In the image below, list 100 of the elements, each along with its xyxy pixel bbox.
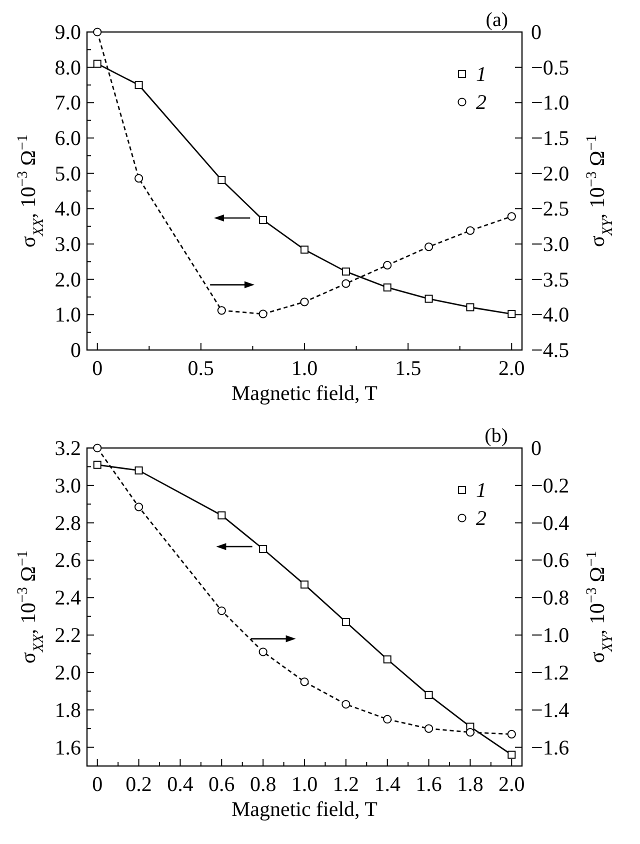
point (218, 176, 226, 184)
y2-tick-label: −0.6 (531, 548, 570, 572)
x-tick-label: 0.6 (208, 772, 235, 796)
y-tick-label: 3.0 (54, 232, 81, 256)
y2-tick-label: −3.5 (531, 267, 570, 292)
x-tick-label: 2.0 (498, 356, 525, 380)
point (383, 655, 392, 664)
point (93, 28, 102, 36)
y2-tick-label: −0.4 (531, 510, 570, 535)
point (218, 511, 226, 520)
y2-tick-label: −4.0 (531, 302, 570, 327)
point (507, 730, 516, 738)
y-tick-label: 2.4 (54, 586, 82, 610)
point (300, 246, 308, 254)
point (466, 226, 475, 235)
point (300, 580, 308, 589)
point (424, 724, 434, 733)
y-tick-label: 2.0 (54, 660, 81, 684)
y2-tick-label: −1.5 (531, 126, 570, 150)
y-tick-label: 9.0 (54, 20, 81, 44)
point (424, 690, 433, 699)
y-tick-label: 8.0 (54, 55, 81, 80)
x-tick-label: 1.2 (332, 772, 360, 796)
y2-tick-label: −1.6 (531, 735, 570, 760)
y2-tick-label: −1.4 (531, 698, 570, 722)
point (134, 466, 143, 474)
text: (a) (486, 9, 508, 31)
y-tick-label: 1.8 (54, 698, 81, 722)
point (217, 306, 226, 315)
y2-tick-label: −3.0 (531, 232, 570, 256)
text: (b) (484, 425, 508, 447)
y-tick-label: 6.0 (54, 126, 81, 150)
y-tick-label: 1.0 (54, 302, 81, 327)
x-tick-label: 0 (92, 772, 103, 796)
point (507, 212, 516, 221)
x-tick-label: 1.5 (394, 356, 422, 380)
y-tick-label: 3.2 (54, 436, 81, 460)
y2-tick-label: −0.2 (531, 473, 570, 498)
point (134, 174, 144, 183)
point (466, 728, 475, 737)
point (259, 216, 268, 224)
y-tick-label: 2.6 (54, 548, 81, 572)
point (466, 303, 474, 312)
point (300, 678, 309, 686)
y2-tick-label: −1.2 (531, 660, 570, 684)
y-tick-label: 7.0 (54, 90, 81, 115)
point (134, 502, 144, 512)
point (300, 298, 309, 306)
point (258, 310, 268, 318)
y-tick-label: 4.0 (54, 196, 81, 221)
y2-tick-label: −4.5 (531, 338, 570, 362)
point (342, 279, 350, 288)
point (93, 460, 102, 469)
legend-label: 2 (476, 506, 487, 530)
point (342, 700, 350, 709)
x-tick-label: 1.0 (291, 356, 318, 380)
point (424, 242, 434, 252)
y-tick-label: 5.0 (54, 161, 81, 186)
y2-tick-label: 0 (531, 20, 542, 44)
x-tick-label: 0.4 (167, 772, 194, 796)
legend-label: 1 (476, 478, 486, 502)
point (508, 310, 516, 318)
point (259, 545, 268, 554)
x-tick-label: 0.2 (126, 772, 152, 796)
y-tick-label: 2.8 (54, 510, 81, 535)
point (508, 750, 516, 759)
y-tick-label: 0 (70, 338, 81, 362)
y2-tick-label: −1.0 (531, 623, 570, 648)
y-tick-label: 1.6 (54, 735, 81, 760)
point (424, 294, 433, 303)
y2-tick-label: 0 (531, 436, 542, 460)
point (383, 283, 392, 292)
point (217, 606, 226, 616)
y2-tick-label: −0.5 (531, 55, 570, 80)
y-tick-label: 2.0 (54, 267, 81, 292)
point (93, 60, 102, 68)
x-tick-label: 0 (92, 356, 103, 380)
point (383, 714, 392, 724)
x-tick-label: 2.0 (498, 772, 525, 796)
y-tick-label: 3.0 (54, 473, 81, 498)
point (134, 81, 143, 89)
point (93, 444, 102, 452)
x-tick-label: 0.5 (188, 356, 214, 380)
y2-tick-label: −2.5 (531, 196, 570, 221)
x-axis-title: Magnetic field, T (232, 381, 378, 405)
point (342, 618, 350, 626)
legend-label: 2 (476, 90, 487, 114)
point (258, 648, 268, 656)
x-tick-label: 0.8 (250, 772, 276, 796)
legend-label: 1 (476, 62, 486, 86)
y2-tick-label: −0.8 (531, 586, 570, 610)
x-tick-label: 1.0 (291, 772, 318, 796)
point (342, 268, 350, 276)
x-tick-label: 1.4 (374, 772, 401, 796)
point (383, 260, 392, 270)
x-tick-label: 1.6 (416, 772, 442, 796)
y2-tick-label: −1.0 (531, 90, 570, 115)
x-tick-label: 1.8 (457, 772, 484, 796)
y-tick-label: 2.2 (54, 623, 81, 648)
x-axis-title: Magnetic field, T (232, 797, 378, 821)
